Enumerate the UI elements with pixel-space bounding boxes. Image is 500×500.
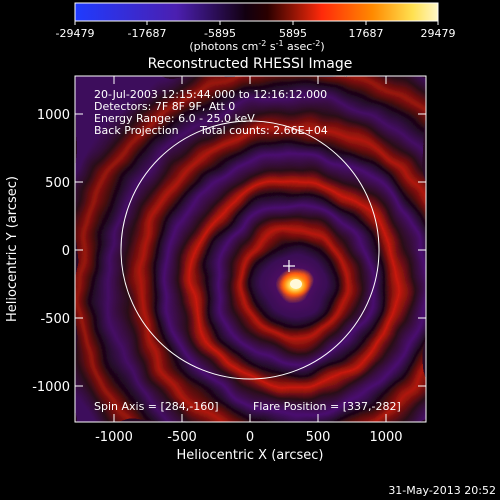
colorbar-tick-label: 5895 <box>279 27 307 40</box>
y-tick-label: 500 <box>45 176 70 191</box>
axis-ticks <box>75 76 426 422</box>
x-tick-label: -500 <box>167 430 197 445</box>
x-tick-label: -1000 <box>95 430 133 445</box>
colorbar-tick-label: -5895 <box>204 27 236 40</box>
image-annotations: 20-Jul-2003 12:15:44.000 to 12:16:12.000… <box>94 88 401 413</box>
y-tick-label: 0 <box>62 244 70 259</box>
footer-timestamp: 31-May-2013 20:52 <box>388 484 496 497</box>
colorbar: -29479 -17687 -5895 5895 17687 29479 (ph… <box>56 2 456 53</box>
colorbar-tick-label: -29479 <box>56 27 95 40</box>
colorbar-gradient <box>75 3 438 21</box>
x-tick-label: 0 <box>246 430 254 445</box>
interference-rings <box>75 76 426 422</box>
time-range-text: 20-Jul-2003 12:15:44.000 to 12:16:12.000 <box>94 88 327 101</box>
energy-range-text: Energy Range: 6.0 - 25.0 keV <box>94 112 255 125</box>
spin-axis-text: Spin Axis = [284,-160] <box>94 400 219 413</box>
y-axis-label: Heliocentric Y (arcsec) <box>5 176 20 322</box>
colorbar-tick-label: 17687 <box>349 27 384 40</box>
x-tick-label: 500 <box>306 430 331 445</box>
detectors-text: Detectors: 7F 8F 9F, Att 0 <box>94 100 235 113</box>
y-tick-label: -1000 <box>32 380 70 395</box>
colorbar-frame <box>74 2 439 22</box>
flare-core <box>290 279 302 289</box>
method-text: Back Projection <box>94 124 179 137</box>
colorbar-tick-label: 29479 <box>421 27 456 40</box>
colorbar-units: (photons cm-2 s-1 asec-2) <box>189 39 324 53</box>
x-tick-label: 1000 <box>369 430 402 445</box>
plot-title: Reconstructed RHESSI Image <box>148 56 353 72</box>
x-axis-label: Heliocentric X (arcsec) <box>177 448 324 463</box>
spin-axis-marker <box>283 260 295 272</box>
total-counts-text: Total counts: 2.66E+04 <box>199 124 328 137</box>
solar-limb-circle <box>120 120 380 380</box>
y-tick-label: -500 <box>40 312 70 327</box>
colorbar-ticks <box>74 21 439 25</box>
y-tick-label: 1000 <box>37 108 70 123</box>
colorbar-tick-label: -17687 <box>128 27 167 40</box>
flare-position-text: Flare Position = [337,-282] <box>253 400 401 413</box>
rhessi-image <box>75 76 426 422</box>
